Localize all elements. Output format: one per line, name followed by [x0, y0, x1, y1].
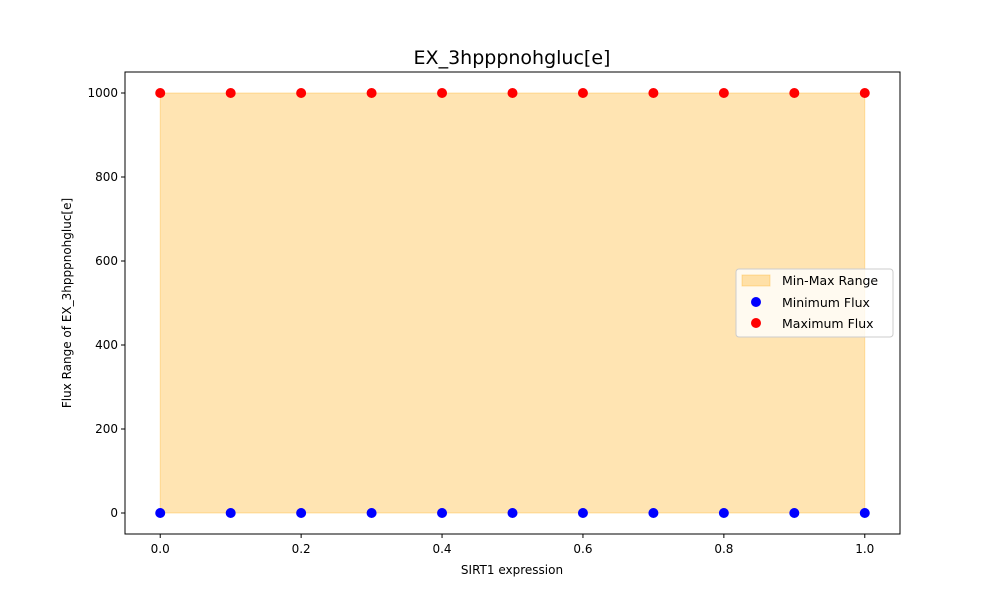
max-flux-point — [577, 88, 588, 98]
max-flux-point — [155, 88, 166, 98]
max-flux-point — [366, 88, 377, 98]
max-flux-point — [718, 88, 729, 98]
y-axis-ticks: 0 200 400 600 800 1000 — [87, 86, 125, 520]
x-axis-ticks: 0.0 0.2 0.4 0.6 0.8 1.0 — [151, 534, 874, 556]
points-layer — [155, 88, 870, 518]
y-tick-label: 1000 — [87, 86, 118, 100]
axes-frame — [124, 71, 901, 535]
legend-max-label: Maximum Flux — [782, 316, 874, 331]
legend-range-label: Min-Max Range — [782, 273, 878, 288]
y-tick-label: 400 — [95, 338, 118, 352]
y-tick-label: 0 — [110, 506, 118, 520]
x-tick-label: 0.6 — [573, 542, 592, 556]
min-flux-point — [507, 508, 518, 518]
min-flux-point — [155, 508, 166, 518]
legend-min-marker — [751, 297, 761, 307]
y-tick-label: 800 — [95, 170, 118, 184]
min-flux-point — [648, 508, 659, 518]
y-axis-label: Flux Range of EX_3hpppnohgluc[e] — [60, 198, 74, 408]
y-tick-label: 200 — [95, 422, 118, 436]
max-flux-point — [648, 88, 659, 98]
max-flux-point — [859, 88, 870, 98]
legend-range-swatch — [741, 274, 771, 287]
min-flux-point — [718, 508, 729, 518]
y-tick-label: 600 — [95, 254, 118, 268]
x-axis-label: SIRT1 expression — [461, 563, 563, 577]
chart-title: EX_3hpppnohgluc[e] — [414, 47, 611, 69]
max-flux-point — [507, 88, 518, 98]
max-flux-point — [789, 88, 800, 98]
x-tick-label: 0.4 — [432, 542, 451, 556]
max-flux-point — [225, 88, 236, 98]
min-flux-point — [859, 508, 870, 518]
min-flux-point — [366, 508, 377, 518]
legend-max-marker — [751, 318, 761, 328]
min-flux-point — [225, 508, 236, 518]
x-tick-label: 1.0 — [855, 542, 874, 556]
min-flux-point — [437, 508, 448, 518]
max-flux-point — [296, 88, 307, 98]
x-tick-label: 0.8 — [714, 542, 733, 556]
max-flux-point — [437, 88, 448, 98]
legend-min-label: Minimum Flux — [782, 295, 870, 310]
legend-box — [735, 268, 894, 338]
x-tick-label: 0.2 — [292, 542, 311, 556]
legend: Min-Max Range Minimum Flux Maximum Flux — [735, 268, 894, 338]
min-flux-point — [296, 508, 307, 518]
min-flux-point — [577, 508, 588, 518]
x-tick-label: 0.0 — [151, 542, 170, 556]
min-flux-point — [789, 508, 800, 518]
